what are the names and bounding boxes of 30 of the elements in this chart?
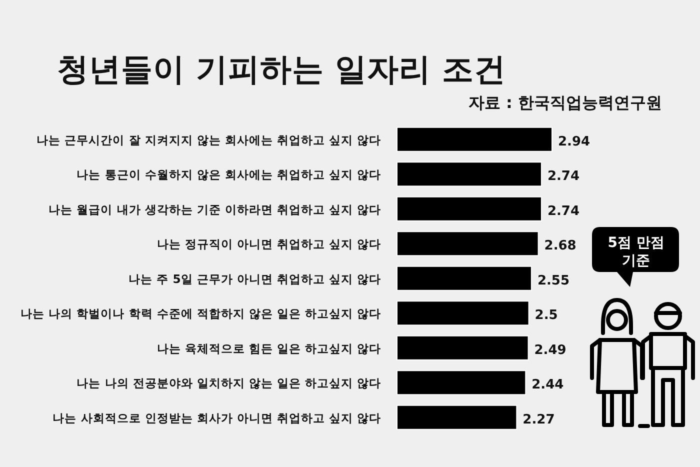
y-tick-label: 나는 나의 학벌이나 학력 수준에 적합하지 않은 일은 하고싶지 않다 [20, 306, 381, 321]
bar [396, 370, 526, 396]
data-label: 2.94 [558, 134, 590, 150]
bar [396, 162, 542, 187]
bar [396, 231, 539, 256]
y-tick-label: 나는 월급이 내가 생각하는 기준 이하라면 취업하고 싶지 않다 [48, 202, 381, 216]
bar [396, 300, 530, 326]
bar [396, 196, 542, 222]
data-label: 2.27 [522, 412, 555, 428]
bar [396, 335, 529, 360]
y-tick-label: 나는 근무시간이 잘 지켜지지 않는 회사에는 취업하고 싶지 않다 [36, 132, 381, 147]
data-label: 2.55 [537, 273, 570, 288]
text: 5점 만점 기준 [608, 235, 664, 269]
data-label: 2.68 [544, 238, 576, 254]
bar [396, 126, 552, 152]
data-label: 2.44 [532, 378, 564, 393]
y-tick-label: 나는 정규직이 아니면 취업하고 싶지 않다 [156, 237, 381, 252]
data-label: 2.74 [547, 169, 580, 184]
bar [396, 266, 532, 291]
y-tick-label: 나는 주 5일 근무가 아니면 취업하고 싶지 않다 [128, 272, 381, 286]
y-tick-label: 나는 육체적으로 힘든 일은 하고싶지 않다 [156, 341, 381, 356]
chart-title: 청년들이 기피하는 일자리 조건 [57, 52, 506, 88]
y-tick-label: 나는 사회적으로 인정받는 회사가 아니면 취업하고 싶지 않다 [52, 410, 381, 425]
y-tick-label: 나는 나의 전공분야와 일치하지 않는 일은 하고싶지 않다 [76, 376, 381, 390]
data-label: 2.5 [534, 308, 558, 324]
bar [396, 404, 518, 430]
y-tick-label: 나는 통근이 수월하지 않은 회사에는 취업하고 싶지 않다 [76, 168, 381, 182]
text: 자료 : 한국직업능력연구원 [468, 93, 662, 112]
data-label: 2.49 [534, 342, 566, 358]
data-label: 2.74 [547, 204, 580, 219]
